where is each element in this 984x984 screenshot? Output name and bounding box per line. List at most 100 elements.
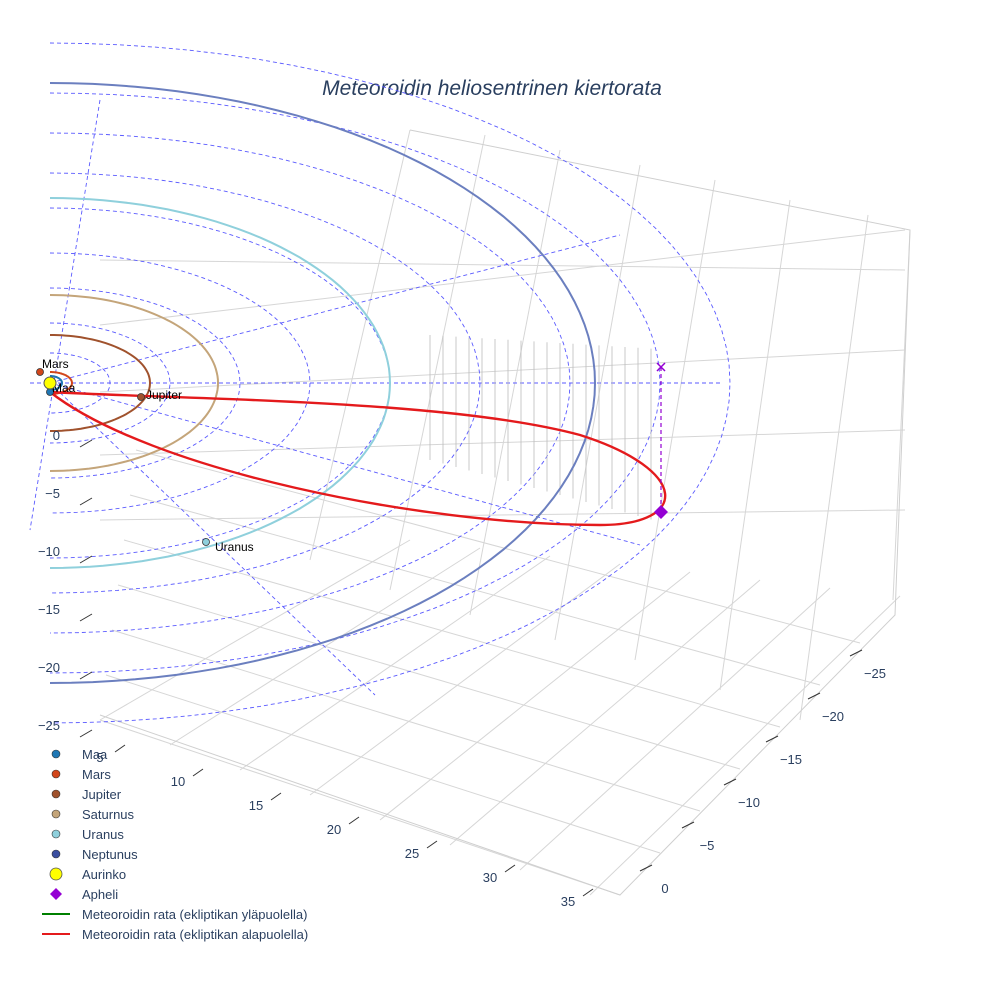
grid-line [519, 587, 831, 871]
orbit-saturnus [49, 294, 220, 472]
grid-line [123, 539, 781, 728]
z-tick-label: −5 [45, 486, 60, 501]
planet-marker-mars [36, 368, 44, 376]
x-tick-mark [114, 744, 126, 753]
x-tick-label: 35 [561, 894, 575, 909]
legend-label: Neptunus [82, 847, 138, 862]
grid-line [99, 259, 906, 271]
z-tick-mark [79, 439, 93, 448]
chart-title: Meteoroidin heliosentrinen kiertorata [322, 77, 662, 100]
grid-line [99, 429, 906, 456]
orbit-neptunus [49, 82, 597, 684]
grid-line [99, 539, 411, 721]
legend-label: Saturnus [82, 807, 135, 822]
legend-swatch [51, 809, 61, 819]
z-tick-mark [79, 671, 93, 680]
axis-ticks: 0 −5 −10 −15 −20 −25 5 10 15 20 25 30 35 0 −5 −10 −15 −20… [38, 428, 886, 909]
y-tick-mark [681, 821, 695, 829]
planet-label-maa: Maa [52, 381, 76, 395]
grid-line [135, 449, 861, 644]
ecliptic-ring [49, 42, 731, 724]
legend-label: Aurinko [82, 867, 126, 882]
y-tick-label: 0 [661, 881, 668, 896]
x-tick-label: 5 [96, 750, 103, 765]
planet-marker-uranus [202, 538, 210, 546]
legend-swatch [50, 888, 62, 900]
x-tick-label: 30 [483, 870, 497, 885]
grid-line [449, 579, 761, 846]
z-tick-label: −15 [38, 602, 60, 617]
grid-line [799, 214, 869, 721]
grid-line [99, 719, 621, 896]
grid-layer [99, 129, 911, 896]
legend-label: Mars [82, 767, 111, 782]
y-tick-mark [765, 735, 779, 743]
orbit-uranus [49, 197, 392, 569]
y-tick-label: −10 [738, 795, 760, 810]
ecliptic-ring [49, 287, 241, 479]
planet-label-mars: Mars [42, 357, 69, 371]
legend-swatch [49, 867, 63, 881]
legend-swatch [51, 789, 61, 799]
x-tick-label: 20 [327, 822, 341, 837]
y-tick-mark [639, 864, 653, 872]
legend-label: Meteoroidin rata (ekliptikan yläpuolella… [82, 907, 307, 922]
z-tick-label: −25 [38, 718, 60, 733]
y-tick-label: −25 [864, 666, 886, 681]
grid-line [469, 149, 561, 616]
ecliptic-ring [49, 172, 481, 594]
x-tick-mark [504, 864, 516, 873]
planet-marker-jupiter [137, 393, 145, 401]
y-tick-mark [849, 649, 863, 657]
grid-line [379, 571, 691, 821]
orbit-maa [50, 375, 63, 391]
x-tick-mark [348, 816, 360, 825]
ecliptic-ring [49, 252, 311, 514]
planet-orbits [49, 82, 597, 684]
y-tick-label: −5 [700, 838, 715, 853]
y-tick-mark [807, 692, 821, 700]
x-tick-label: 25 [405, 846, 419, 861]
planet-label-uranus: Uranus [215, 540, 254, 554]
ecliptic-axis [49, 382, 376, 696]
x-tick-label: 10 [171, 774, 185, 789]
x-tick-label: 15 [249, 798, 263, 813]
grid-line [111, 629, 701, 812]
z-tick-mark [79, 729, 93, 738]
grid-line [589, 595, 901, 896]
grid-line [389, 134, 486, 591]
legend-label: Jupiter [82, 787, 122, 802]
legend-swatch [51, 749, 61, 759]
z-tick-label: −10 [38, 544, 60, 559]
orbit-jupiter [50, 334, 152, 432]
z-tick-mark [79, 613, 93, 622]
grid-line [634, 179, 716, 661]
legend: Maa Mars Jupiter Saturnus Uranus Neptunus Auri… [42, 747, 308, 942]
z-tick-mark [79, 555, 93, 564]
x-tick-mark [192, 768, 204, 777]
legend-label: Apheli [82, 887, 118, 902]
drop-lines [429, 335, 652, 520]
legend-swatch [51, 769, 61, 779]
grid-line [99, 229, 906, 326]
legend-swatch [51, 849, 61, 859]
grid-line [719, 199, 791, 691]
box-edge [99, 129, 911, 896]
legend-label: Maa [82, 747, 108, 762]
legend-label: Meteoroidin rata (ekliptikan alapuolella… [82, 927, 308, 942]
grid-line [554, 164, 641, 641]
grid-line [309, 129, 411, 561]
planet-label-jupiter: Jupiter [146, 388, 182, 402]
x-tick-mark [582, 888, 594, 897]
y-tick-label: −20 [822, 709, 844, 724]
x-tick-mark [270, 792, 282, 801]
z-tick-mark [79, 497, 93, 506]
aphelion-marker [654, 505, 668, 519]
grid-line [239, 555, 551, 771]
grid-line [117, 584, 741, 770]
aphelion-projection-x [656, 362, 666, 372]
meteoroid-orbit-below [46, 390, 667, 527]
body-markers: Maa Mars Jupiter Uranus [36, 357, 668, 554]
legend-swatch [51, 829, 61, 839]
